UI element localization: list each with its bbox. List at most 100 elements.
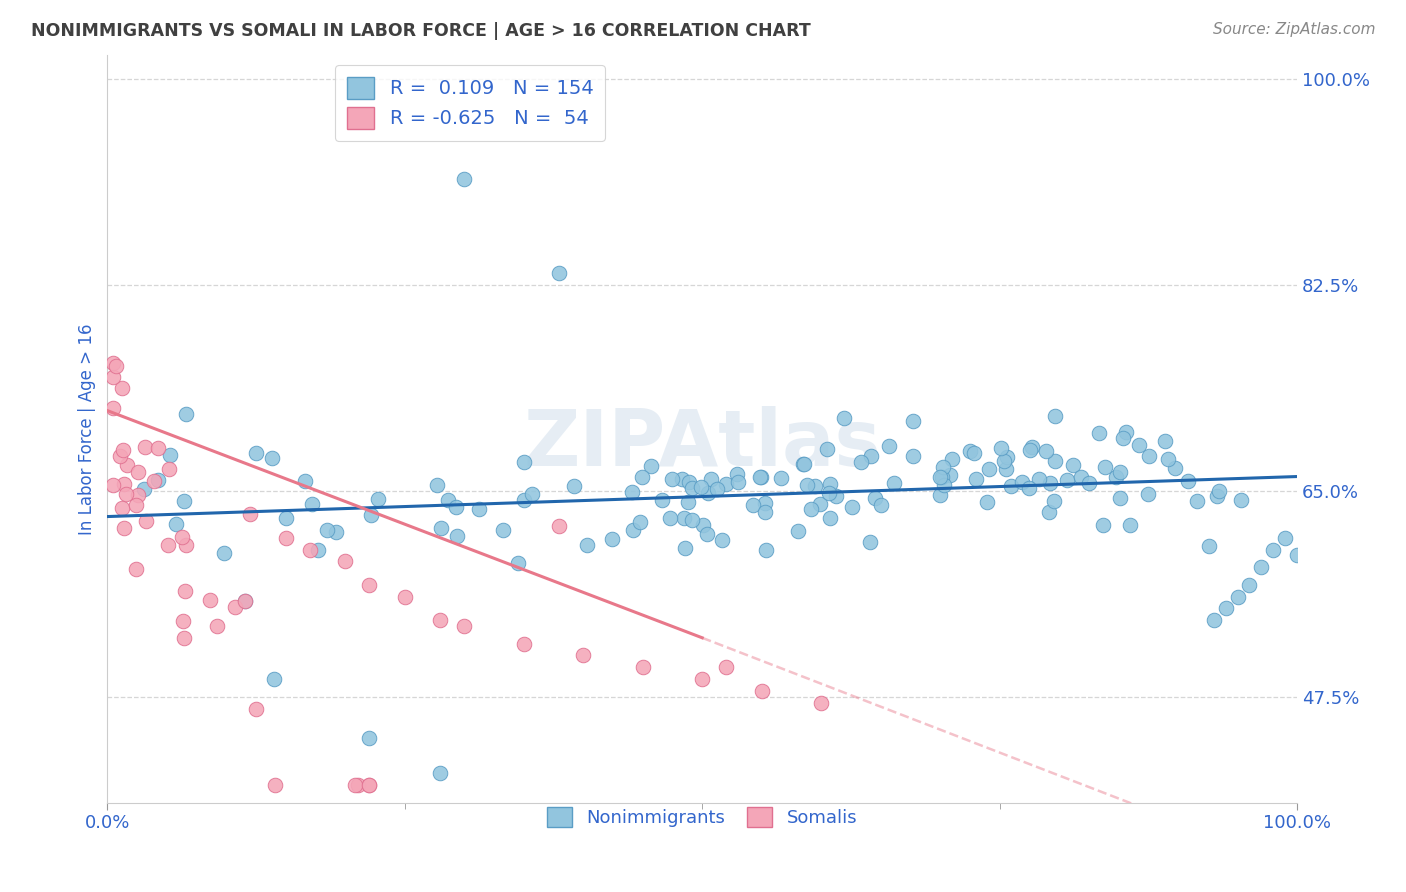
Point xyxy=(883,476,905,491)
Point xyxy=(233,594,256,608)
Point xyxy=(993,453,1015,467)
Point xyxy=(444,500,467,514)
Point xyxy=(932,478,955,492)
Point xyxy=(1062,458,1084,472)
Point xyxy=(1164,461,1187,475)
Point xyxy=(661,472,683,486)
Point xyxy=(1078,476,1101,491)
Point xyxy=(1109,491,1132,505)
Point xyxy=(749,469,772,483)
Point xyxy=(135,514,157,528)
Point xyxy=(1157,452,1180,467)
Point xyxy=(367,491,389,506)
Point xyxy=(347,778,370,792)
Point xyxy=(548,266,571,280)
Point xyxy=(817,485,839,500)
Point xyxy=(1038,505,1060,519)
Point xyxy=(692,517,714,532)
Point xyxy=(742,498,765,512)
Point xyxy=(233,593,256,607)
Text: NONIMMIGRANTS VS SOMALI IN LABOR FORCE | AGE > 16 CORRELATION CHART: NONIMMIGRANTS VS SOMALI IN LABOR FORCE |… xyxy=(31,22,811,40)
Point xyxy=(1215,601,1237,615)
Point xyxy=(274,511,297,525)
Point xyxy=(1137,449,1160,463)
Point xyxy=(1239,578,1261,592)
Point xyxy=(754,505,776,519)
Point xyxy=(174,583,197,598)
Point xyxy=(941,452,963,467)
Point xyxy=(224,599,246,614)
Point xyxy=(513,455,536,469)
Point xyxy=(429,766,451,780)
Point xyxy=(754,496,776,510)
Point xyxy=(263,778,285,792)
Point xyxy=(706,482,728,496)
Point xyxy=(360,508,382,522)
Point xyxy=(1035,444,1057,458)
Point xyxy=(1056,473,1078,487)
Point xyxy=(117,458,139,473)
Point xyxy=(651,492,673,507)
Point xyxy=(245,702,267,716)
Point xyxy=(928,469,950,483)
Point xyxy=(1177,474,1199,488)
Point xyxy=(576,538,599,552)
Point xyxy=(696,526,718,541)
Point xyxy=(239,507,262,521)
Point xyxy=(841,500,863,515)
Point xyxy=(803,479,825,493)
Point xyxy=(976,494,998,508)
Point xyxy=(344,778,367,792)
Point xyxy=(260,450,283,465)
Point xyxy=(711,533,734,547)
Point xyxy=(751,683,773,698)
Point xyxy=(103,401,125,415)
Point xyxy=(977,461,1000,475)
Point xyxy=(672,510,695,524)
Point xyxy=(1039,475,1062,490)
Point xyxy=(112,477,135,491)
Point xyxy=(429,521,451,535)
Point xyxy=(112,521,135,535)
Point xyxy=(859,535,882,549)
Point xyxy=(1028,472,1050,486)
Point xyxy=(166,516,188,531)
Point xyxy=(681,513,703,527)
Point xyxy=(849,455,872,469)
Point xyxy=(714,660,737,674)
Point xyxy=(1043,494,1066,508)
Point xyxy=(1230,493,1253,508)
Point xyxy=(446,529,468,543)
Point xyxy=(205,619,228,633)
Point xyxy=(863,491,886,505)
Point xyxy=(860,449,883,463)
Point xyxy=(1105,470,1128,484)
Point xyxy=(620,485,643,500)
Point xyxy=(815,442,838,457)
Point xyxy=(932,460,955,475)
Point xyxy=(818,510,841,524)
Point xyxy=(959,443,981,458)
Point xyxy=(562,479,585,493)
Point xyxy=(274,531,297,545)
Point xyxy=(127,466,149,480)
Point xyxy=(749,469,772,483)
Point xyxy=(714,477,737,491)
Point xyxy=(1286,549,1309,563)
Point xyxy=(426,478,449,492)
Point xyxy=(1226,590,1249,604)
Point xyxy=(453,619,475,633)
Point xyxy=(294,474,316,488)
Point xyxy=(671,472,693,486)
Point xyxy=(172,530,194,544)
Point xyxy=(673,541,696,555)
Point xyxy=(903,414,925,428)
Point xyxy=(127,488,149,502)
Point xyxy=(689,479,711,493)
Point xyxy=(1205,489,1227,503)
Point xyxy=(103,478,125,492)
Point xyxy=(1274,531,1296,545)
Point xyxy=(965,472,987,486)
Point xyxy=(1091,518,1114,533)
Point xyxy=(143,475,166,489)
